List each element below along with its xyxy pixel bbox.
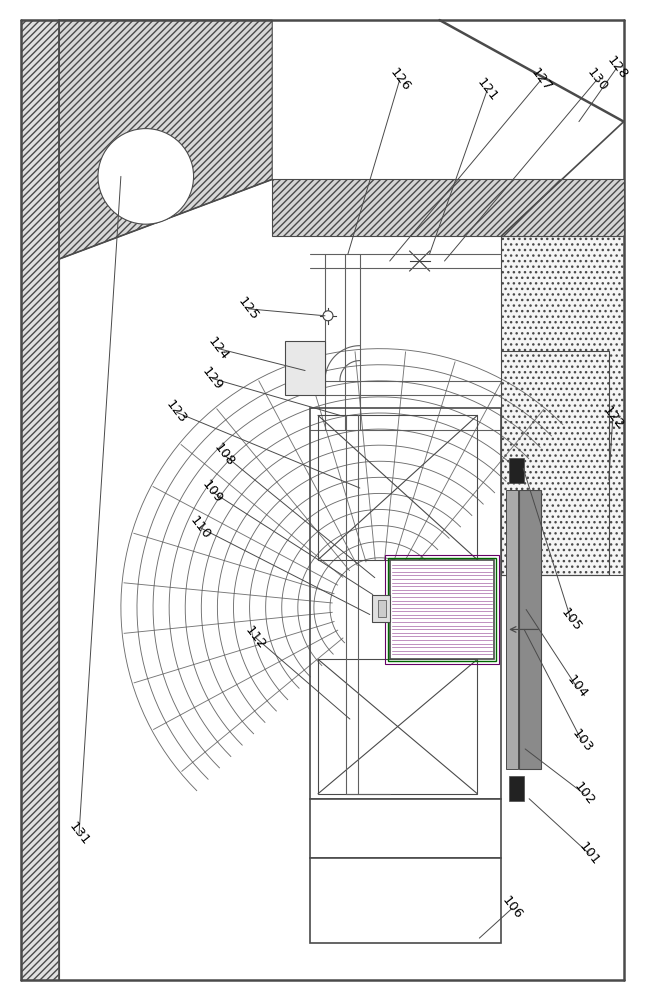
Bar <box>318 415 477 560</box>
Text: 129: 129 <box>200 365 226 393</box>
Text: 121: 121 <box>475 76 500 104</box>
Bar <box>310 408 501 799</box>
Bar <box>519 490 541 769</box>
Bar <box>378 600 386 617</box>
Text: 125: 125 <box>235 295 261 323</box>
Text: 112: 112 <box>243 623 268 651</box>
Bar <box>310 799 501 858</box>
Text: 110: 110 <box>188 514 213 542</box>
Bar <box>273 179 624 236</box>
Circle shape <box>323 311 333 321</box>
Polygon shape <box>22 20 59 980</box>
Text: 106: 106 <box>499 894 525 922</box>
Text: 105: 105 <box>558 605 584 633</box>
Bar <box>385 555 499 664</box>
Bar <box>372 595 390 622</box>
Text: 101: 101 <box>576 839 602 867</box>
Bar <box>388 558 496 661</box>
Bar <box>285 341 325 395</box>
Text: 128: 128 <box>604 54 630 82</box>
Bar <box>509 458 524 483</box>
Bar <box>390 560 494 659</box>
Circle shape <box>98 129 194 224</box>
Text: 131: 131 <box>66 820 92 848</box>
Text: 103: 103 <box>569 727 595 755</box>
Text: 122: 122 <box>600 404 626 432</box>
Bar <box>509 776 524 801</box>
Bar <box>506 490 518 769</box>
Text: 130: 130 <box>584 66 610 94</box>
Bar <box>501 236 624 575</box>
Text: 126: 126 <box>387 66 413 94</box>
Bar <box>318 659 477 794</box>
Text: 123: 123 <box>164 398 190 426</box>
Text: 109: 109 <box>200 478 226 506</box>
Bar <box>310 858 501 943</box>
Text: 127: 127 <box>528 66 554 94</box>
Polygon shape <box>59 20 273 259</box>
Text: 102: 102 <box>571 780 597 808</box>
Text: 104: 104 <box>564 673 590 701</box>
Text: 108: 108 <box>211 441 237 469</box>
Text: 124: 124 <box>205 335 231 363</box>
